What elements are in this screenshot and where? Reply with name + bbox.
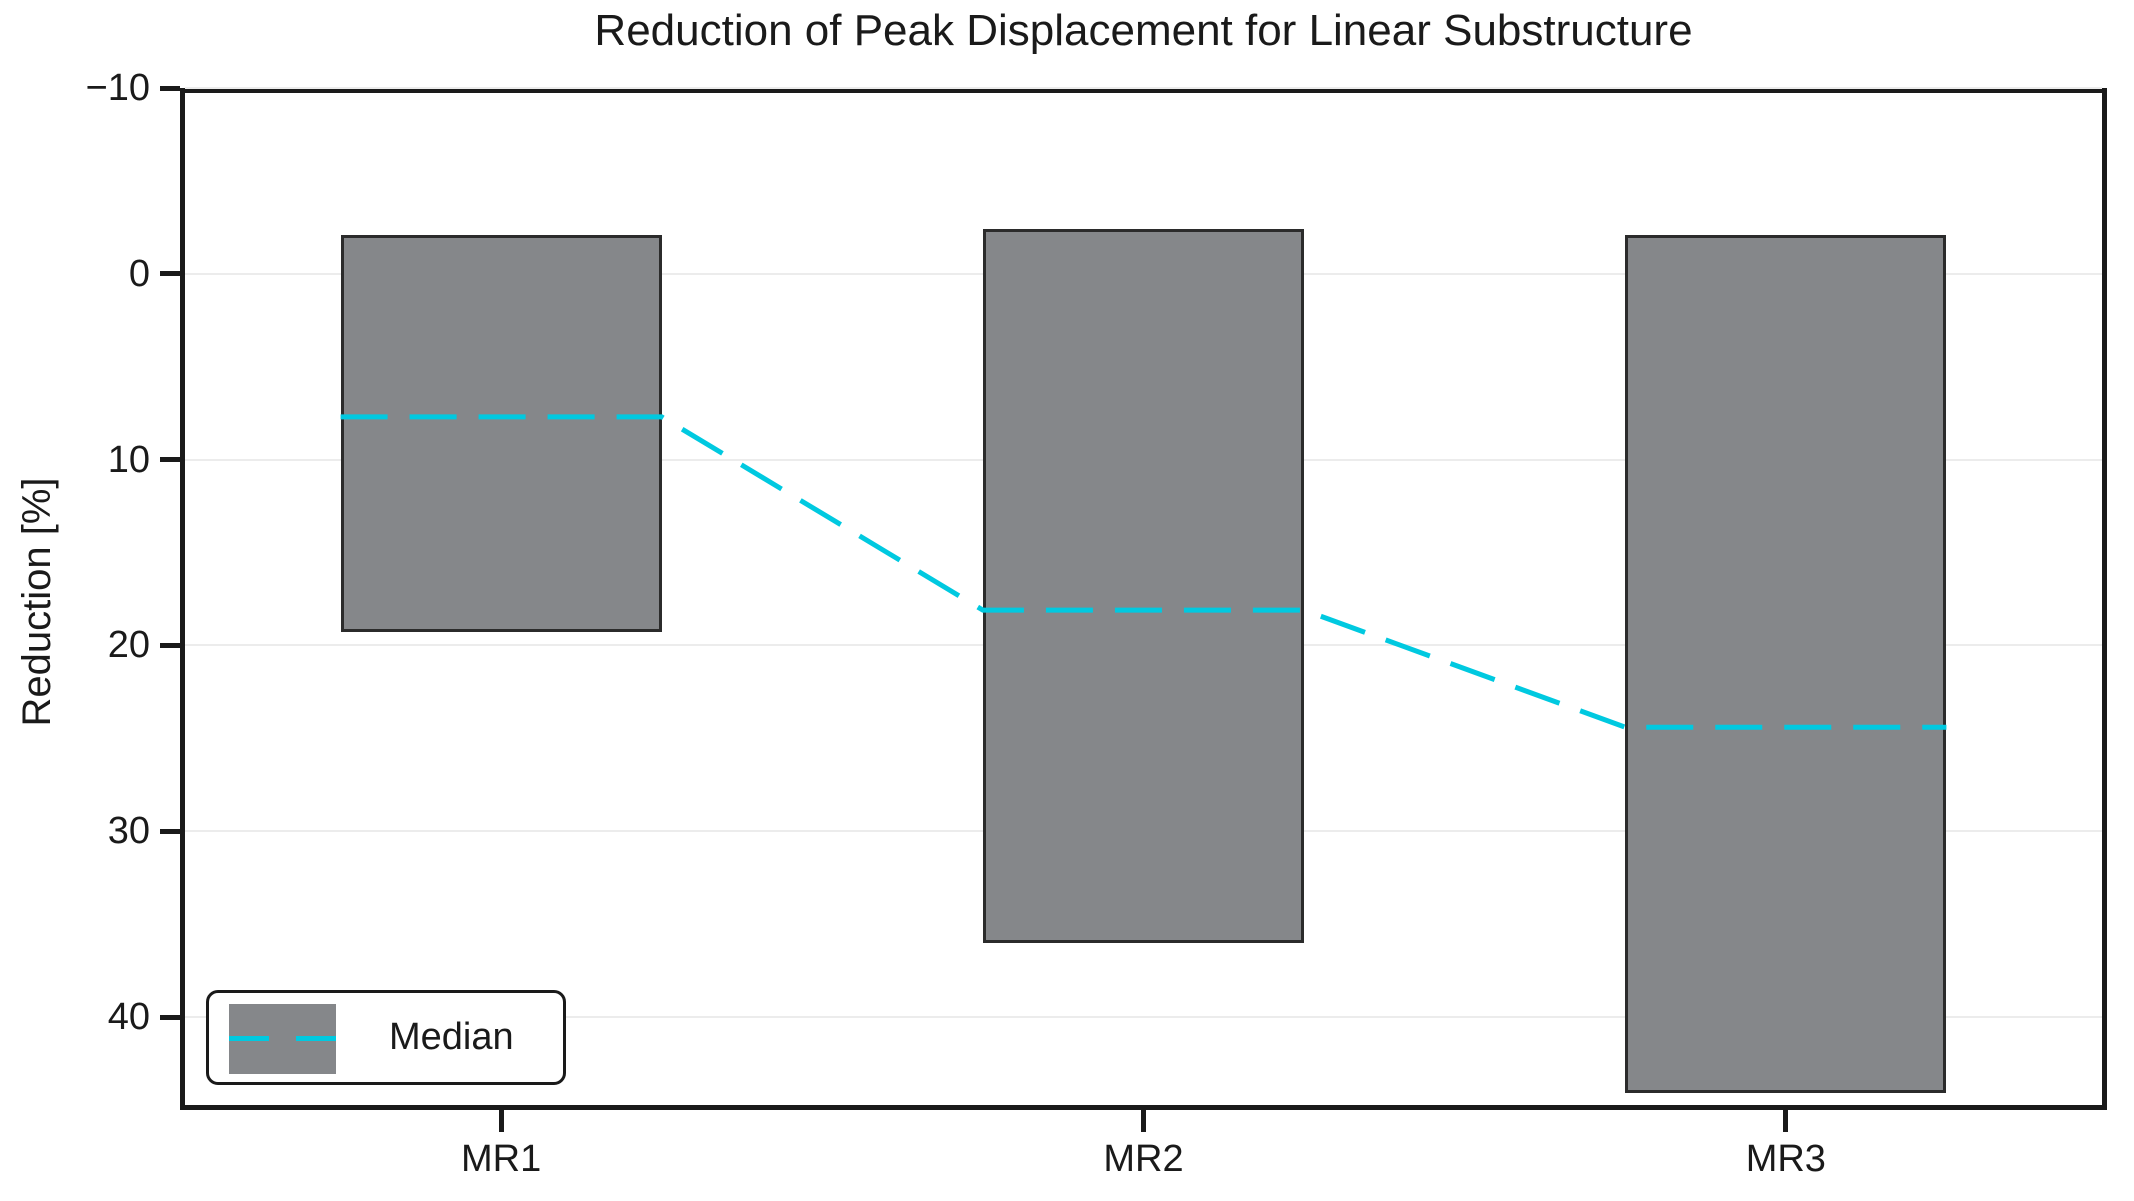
x-tick-label-mr2: MR2 [1103, 1138, 1184, 1180]
y-tick-10 [160, 457, 180, 463]
y-tick-40 [160, 1014, 180, 1020]
y-tick-label-10: 10 [107, 438, 150, 481]
bar-mr2 [982, 229, 1305, 943]
y-tick-30 [160, 828, 180, 834]
chart-title: Reduction of Peak Displacement for Linea… [594, 6, 1693, 55]
y-tick-label-0: 0 [128, 252, 150, 295]
legend-bar-swatch [229, 1004, 336, 1074]
plot-area [180, 87, 2107, 1110]
y-axis-label: Reduction [%] [15, 477, 59, 727]
y-tick-label--10: −10 [85, 67, 150, 109]
x-tick-label-mr3: MR3 [1745, 1138, 1826, 1180]
y-tick-20 [160, 642, 180, 648]
gridline-y--10 [185, 87, 2102, 89]
x-tick-mr1 [498, 1110, 504, 1132]
y-tick-label-30: 30 [107, 810, 150, 853]
bar-mr3 [1625, 234, 1947, 1094]
x-tick-mr2 [1141, 1110, 1146, 1132]
legend-label: Median [389, 1016, 514, 1058]
legend: Median [206, 990, 566, 1085]
x-tick-label-mr1: MR1 [461, 1138, 542, 1180]
y-tick--10 [160, 85, 180, 91]
bar-mr1 [340, 234, 662, 633]
legend-median-dash-icon [229, 1036, 336, 1041]
y-tick-label-40: 40 [107, 996, 150, 1039]
y-tick-label-20: 20 [107, 624, 150, 667]
gridline-y-40 [185, 1016, 2102, 1019]
x-tick-mr3 [1783, 1110, 1789, 1132]
y-tick-0 [160, 271, 180, 277]
